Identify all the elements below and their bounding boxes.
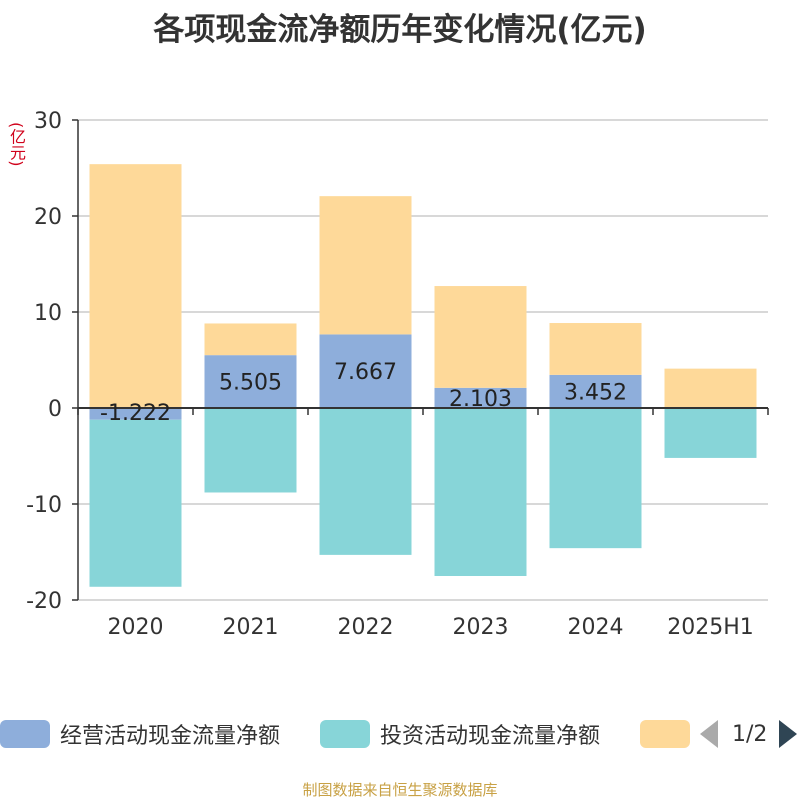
bar-operating-2021 (204, 355, 297, 408)
legend-prev-page-icon[interactable] (700, 720, 718, 748)
x-tick-label: 2023 (453, 615, 509, 640)
y-axis-unit-label: (亿元) (7, 122, 26, 167)
bar-operating-2020 (89, 408, 182, 420)
bar-financing-2022 (319, 196, 412, 335)
y-tick-label: 20 (34, 205, 62, 230)
x-tick-label: 2024 (568, 615, 624, 640)
bar-investing-2021 (204, 408, 297, 493)
y-tick-label: 30 (34, 109, 62, 134)
legend-swatch-investing (320, 720, 370, 748)
legend-item-operating[interactable]: 经营活动现金流量净额 (0, 716, 280, 752)
chart-title: 各项现金流净额历年变化情况(亿元) (153, 12, 647, 48)
legend-swatch-operating (0, 720, 50, 748)
bar-operating-2023 (434, 387, 527, 408)
x-tick-label: 2021 (223, 615, 279, 640)
x-tick-label: 2025H1 (667, 615, 754, 640)
x-tick-label: 2022 (338, 615, 394, 640)
bar-investing-2020 (89, 419, 182, 587)
source-note: 制图数据来自恒生聚源数据库 (302, 781, 498, 799)
legend-label-operating: 经营活动现金流量净额 (60, 724, 281, 749)
legend-item-investing[interactable]: 投资活动现金流量净额 (320, 716, 600, 752)
bar-financing-2025H1 (664, 368, 757, 408)
bar-operating-2022 (319, 334, 412, 408)
y-tick-label: -10 (26, 493, 62, 518)
bar-investing-2024 (549, 408, 642, 549)
bar-chart: -20 -10 0 10 20 30 2020 2021 2022 2023 2024 2025H1 -… (26, 109, 769, 640)
legend: 经营活动现金流量净额 投资活动现金流量净额 1/2 (0, 716, 800, 756)
legend-item-financing[interactable] (640, 716, 700, 752)
legend-page-indicator: 1/2 (732, 721, 768, 747)
bar-financing-2023 (434, 286, 527, 388)
legend-pager: 1/2 (700, 716, 798, 752)
bar-financing-2021 (204, 323, 297, 356)
bar-financing-2020 (89, 164, 182, 408)
legend-swatch-financing (640, 720, 690, 748)
y-tick-label: 10 (34, 301, 62, 326)
legend-label-investing: 投资活动现金流量净额 (380, 724, 601, 749)
data-label-operating: -1.222 (100, 401, 171, 426)
data-label-operating: 3.452 (564, 380, 627, 405)
y-tick-label: 0 (48, 397, 62, 422)
bar-investing-2022 (319, 408, 412, 555)
x-tick-label: 2020 (108, 615, 164, 640)
data-label-operating: 5.505 (219, 371, 282, 396)
bar-financing-2024 (549, 323, 642, 375)
y-tick-label: -20 (26, 589, 62, 614)
data-label-operating: 2.103 (449, 387, 512, 412)
bar-investing-2023 (434, 408, 527, 576)
data-label-operating: 7.667 (334, 360, 397, 385)
legend-next-page-icon[interactable] (779, 720, 798, 748)
bar-investing-2025H1 (664, 408, 757, 458)
bar-operating-2024 (549, 374, 642, 408)
